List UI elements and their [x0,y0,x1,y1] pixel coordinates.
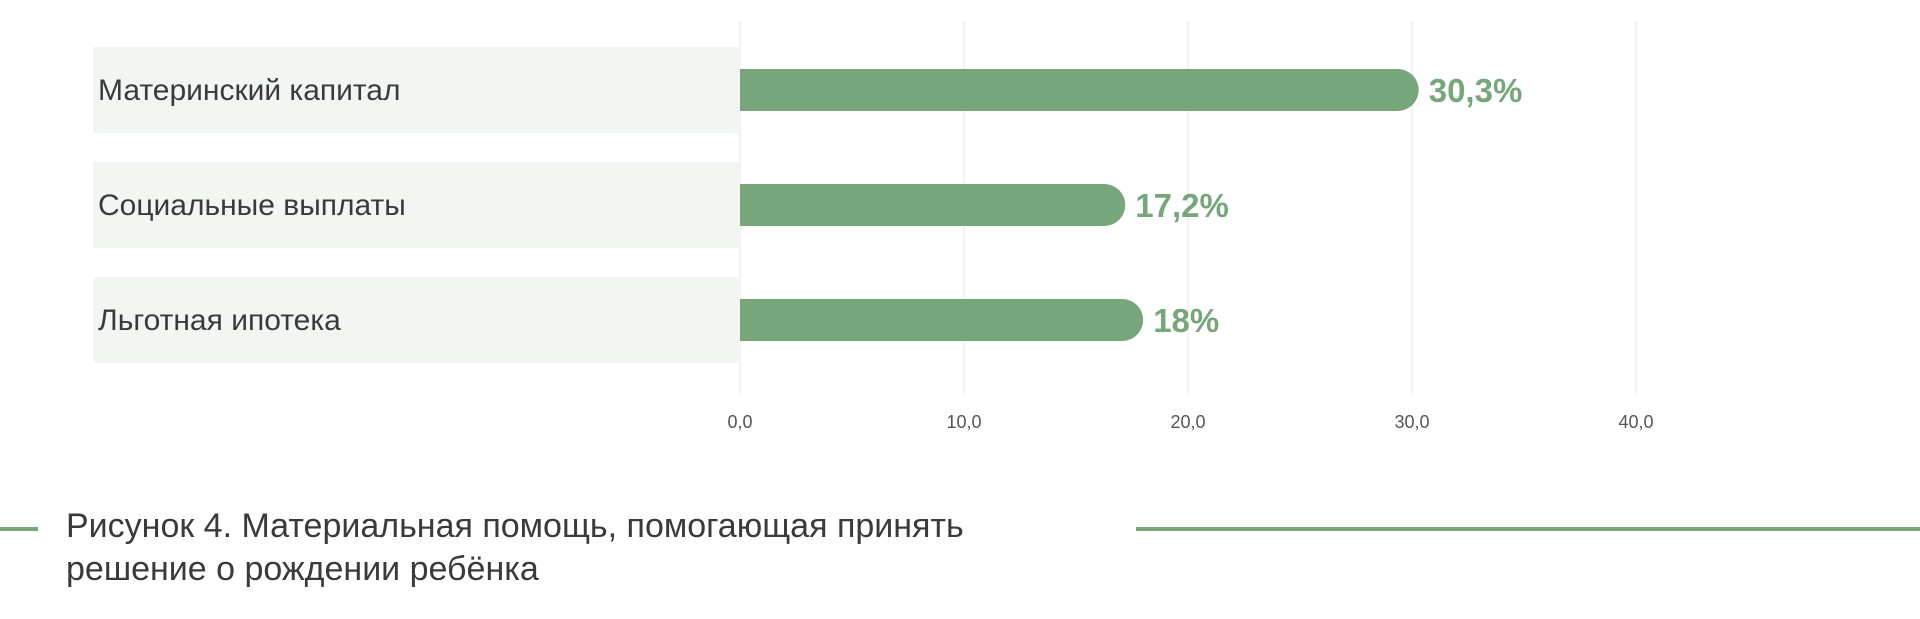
bars [740,69,1419,341]
bar [740,69,1419,111]
x-tick-label: 10,0 [946,412,981,432]
labels: 0,0 10,0 20,0 30,0 40,0 Материнский капитал 30… [98,72,1654,432]
caption-rule-left [0,527,38,531]
value-label: 18% [1153,302,1219,339]
x-tick-label: 30,0 [1394,412,1429,432]
caption-line-1: Рисунок 4. Материальная помощь, помогающ… [66,507,964,545]
category-backgrounds [93,47,740,363]
bar-chart: 0,0 10,0 20,0 30,0 40,0 Материнский капитал 30… [93,22,1654,432]
category-label: Социальные выплаты [98,189,406,222]
category-background [93,277,740,363]
category-label: Льготная ипотека [98,304,341,337]
x-tick-label: 40,0 [1618,412,1653,432]
bar [740,299,1144,341]
caption-line-2: решение о рождении ребёнка [66,550,539,588]
value-label: 30,3% [1429,72,1523,109]
value-label: 17,2% [1135,187,1229,224]
caption-rule-right [1136,527,1920,531]
category-background [93,162,740,248]
x-tick-label: 0,0 [727,412,752,432]
category-label: Материнский капитал [98,74,401,107]
figure-caption: Рисунок 4. Материальная помощь, помогающ… [66,505,1106,591]
bar [740,184,1126,226]
category-background [93,47,740,133]
x-tick-label: 20,0 [1170,412,1205,432]
